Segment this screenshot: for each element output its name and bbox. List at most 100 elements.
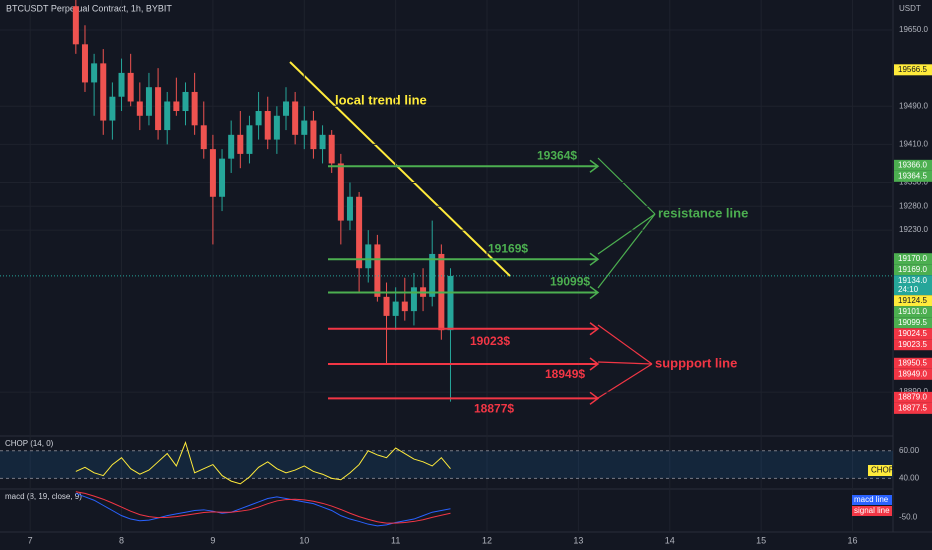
price-badge-label: 19169.0 xyxy=(898,265,927,274)
chop-badge-label: CHOP xyxy=(871,466,894,475)
level-label: 19023$ xyxy=(470,334,510,348)
currency: USDT xyxy=(899,4,921,13)
candle-body xyxy=(292,101,299,135)
chop-badge xyxy=(868,465,892,476)
candle-body xyxy=(209,149,216,197)
level-label: 19364$ xyxy=(537,148,577,162)
candle-body xyxy=(182,91,189,112)
x-tick-label: 14 xyxy=(665,535,675,545)
resistance-annotation: resistance line xyxy=(658,205,748,220)
level-arrowhead xyxy=(589,322,600,336)
price-badge xyxy=(894,264,932,276)
level-label: 18949$ xyxy=(545,367,585,381)
price-badge xyxy=(894,275,932,296)
price-badge-label: 18879.0 xyxy=(898,392,927,401)
chop-name: CHOP (14, 0) xyxy=(5,439,54,448)
candle-body xyxy=(392,301,399,316)
price-badge xyxy=(894,357,932,369)
level-arrowhead xyxy=(589,159,600,173)
candle-body xyxy=(200,125,207,150)
macd-tick-label: -50.0 xyxy=(899,512,918,521)
candle-body xyxy=(365,244,372,269)
x-tick-label: 12 xyxy=(482,535,492,545)
candle-body xyxy=(72,6,79,45)
legend-label: signal line xyxy=(854,506,890,515)
price-badge xyxy=(894,391,932,403)
price-badge xyxy=(894,339,932,351)
x-tick-label: 8 xyxy=(119,535,124,545)
y-tick-label: 19490.0 xyxy=(899,101,928,110)
candle-body xyxy=(273,115,280,140)
price-badge xyxy=(894,64,932,76)
level-label: 19169$ xyxy=(488,241,528,255)
price-badge-label: 18877.5 xyxy=(898,403,927,412)
macd-name: macd (8, 19, close, 9) xyxy=(5,492,82,501)
chop-tick-label: 60.00 xyxy=(899,446,920,455)
price-badge xyxy=(894,159,932,171)
chop-line xyxy=(75,440,451,485)
legend-label: macd line xyxy=(854,495,889,504)
support-annotation: suppport line xyxy=(655,355,737,370)
price-badge-label: 19124.5 xyxy=(898,296,927,305)
price-badge-label: 19364.5 xyxy=(898,171,927,180)
resistance-arrows xyxy=(597,157,656,289)
legend-swatch xyxy=(852,506,892,516)
candle-body xyxy=(283,101,290,116)
x-tick-label: 16 xyxy=(848,535,858,545)
candle-body xyxy=(145,87,152,116)
x-tick-label: 13 xyxy=(573,535,583,545)
candle-body xyxy=(136,101,143,116)
candle-body xyxy=(374,244,381,297)
y-tick-label: 19650.0 xyxy=(899,25,928,34)
candle-body xyxy=(301,120,308,135)
level-label: 18877$ xyxy=(474,401,514,415)
y-tick-label: 19230.0 xyxy=(899,225,928,234)
candle-body xyxy=(191,91,198,126)
price-badge-label: 19566.5 xyxy=(898,65,927,74)
price-badge-label: 19366.0 xyxy=(898,160,927,169)
y-tick-label: 19410.0 xyxy=(899,139,928,148)
legend-swatch xyxy=(852,495,892,505)
price-badge xyxy=(894,328,932,340)
candle-body xyxy=(173,101,180,112)
candle-body xyxy=(383,296,390,316)
candle-body xyxy=(346,196,353,221)
price-badge xyxy=(894,295,932,307)
candle-body xyxy=(356,196,363,269)
candle-body xyxy=(447,275,454,331)
chart-title: BTCUSDT Perpetual Contract, 1h, BYBIT xyxy=(6,3,172,13)
candle-body xyxy=(127,72,134,102)
price-badge xyxy=(894,368,932,380)
price-badge-label: 19024.5 xyxy=(898,329,927,338)
price-badge xyxy=(894,253,932,265)
candle-body xyxy=(337,163,344,221)
y-tick-label: 19280.0 xyxy=(899,201,928,210)
countdown: 24:10 xyxy=(898,285,919,294)
level-arrowhead xyxy=(589,252,600,266)
price-badge-label: 19134.0 xyxy=(898,276,927,285)
candle-body xyxy=(164,101,171,131)
chop-tick-label: 40.00 xyxy=(899,473,920,482)
candle-body xyxy=(319,134,326,150)
macd-series-line xyxy=(75,491,451,524)
candle-body xyxy=(246,125,253,154)
candle-body xyxy=(401,301,408,312)
level-label: 19099$ xyxy=(550,275,590,289)
trend-line xyxy=(289,61,511,277)
candle-body xyxy=(91,63,98,83)
x-tick-label: 10 xyxy=(299,535,309,545)
candle-body xyxy=(219,158,226,197)
y-tick-label: 19330.0 xyxy=(899,178,928,187)
candle-body xyxy=(264,111,271,140)
level-arrowhead xyxy=(589,357,600,371)
candle-body xyxy=(237,134,244,154)
price-badge xyxy=(894,317,932,329)
trend-annotation: local trend line xyxy=(335,92,427,107)
candle-body xyxy=(228,134,235,159)
candle-body xyxy=(255,111,262,126)
x-tick-label: 7 xyxy=(28,535,33,545)
candle-body xyxy=(155,87,162,131)
price-badge-label: 19023.5 xyxy=(898,340,927,349)
